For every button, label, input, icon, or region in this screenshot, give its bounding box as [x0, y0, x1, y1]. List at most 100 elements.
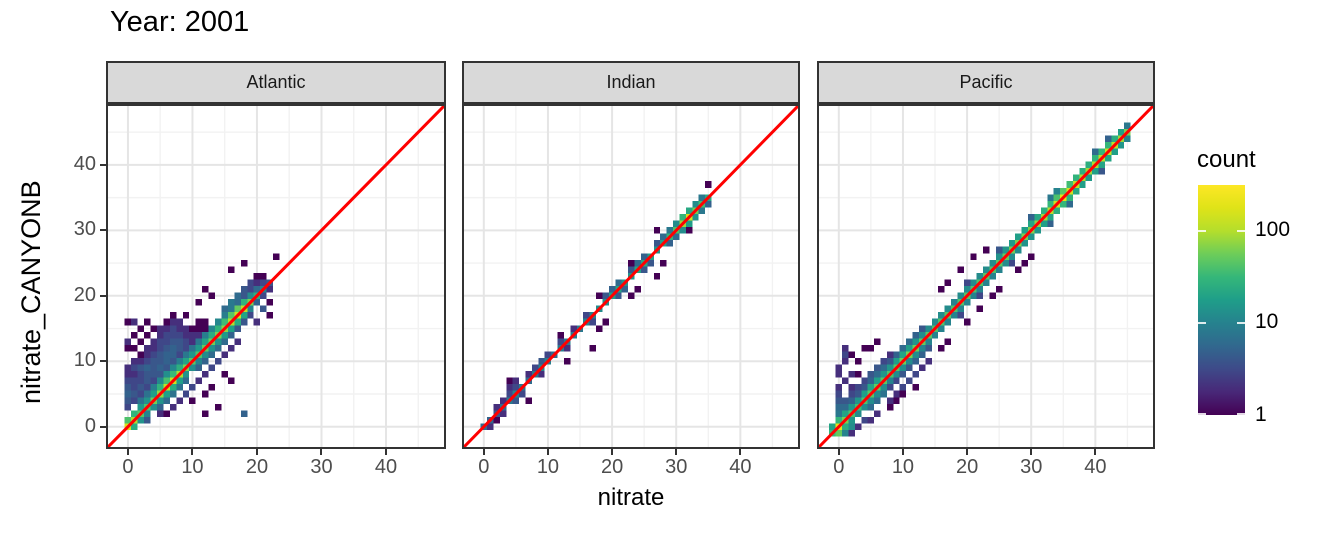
bin-cell: [227, 325, 235, 332]
bin-cell: [169, 384, 177, 391]
bin-cell: [156, 325, 164, 332]
bin-cell: [628, 259, 635, 267]
y-tick-mark: [100, 425, 106, 428]
x-tick-mark: [385, 449, 387, 455]
y-tick-mark: [100, 163, 106, 166]
bin-cell: [1053, 187, 1061, 195]
bin-cell: [182, 344, 190, 352]
bin-cell: [131, 410, 138, 417]
bin-cell: [195, 364, 203, 372]
bin-cell: [698, 207, 706, 214]
bin-cell: [124, 416, 132, 424]
bin-cell: [842, 377, 849, 385]
bin-cell: [835, 364, 843, 372]
bin-cell: [260, 272, 267, 280]
bin-cell: [150, 338, 157, 345]
bin-cell: [647, 259, 654, 267]
bin-cell: [137, 364, 145, 372]
bin-cell: [899, 384, 907, 391]
bin-cell: [227, 305, 235, 313]
bin-cell: [531, 364, 539, 372]
plot-title: Year: 2001: [110, 6, 250, 38]
grid-major-layer: [462, 104, 800, 449]
bin-cell: [260, 305, 267, 313]
bin-cell: [260, 292, 267, 300]
bin-cell: [208, 331, 216, 339]
bin-cell: [848, 351, 855, 359]
bin-cell: [970, 292, 977, 300]
bin-cell: [163, 344, 170, 352]
bin-cell: [189, 384, 196, 391]
bin-cell: [931, 331, 939, 339]
bin-cell: [829, 423, 836, 431]
bin-cell: [124, 403, 132, 411]
bin-cell: [156, 364, 164, 372]
x-tick-label: 10: [181, 456, 204, 478]
bin-cell: [1053, 194, 1061, 201]
bin-cell: [131, 390, 138, 398]
bin-cell: [976, 272, 984, 280]
bin-cell: [137, 397, 145, 404]
x-tick-mark: [1094, 449, 1097, 455]
bin-cell: [1072, 187, 1080, 195]
bin-cell: [918, 331, 926, 339]
legend-tick-label: 10: [1255, 310, 1279, 334]
bin-cell: [221, 371, 228, 378]
bin-cell: [589, 318, 597, 326]
bin-cell: [976, 292, 984, 300]
bin-cell: [854, 423, 862, 431]
bin-cell: [156, 338, 164, 345]
bin-cell: [189, 331, 196, 339]
panel-border: [462, 104, 800, 449]
bin-cell: [202, 351, 209, 359]
bin-cell: [1079, 168, 1086, 175]
bin-cell: [989, 259, 996, 267]
bin-cell: [176, 325, 183, 332]
bin-cell: [867, 403, 875, 411]
bin-cell: [673, 233, 680, 241]
bin-cell: [169, 364, 177, 372]
bin-cell: [861, 377, 868, 385]
bin-cell: [253, 285, 261, 293]
bin-cell: [989, 292, 996, 300]
bin-cell: [653, 240, 661, 247]
bin-cell: [938, 312, 945, 319]
bin-cell: [835, 416, 843, 424]
bin-cell: [150, 358, 157, 365]
bin-cell: [137, 371, 145, 378]
bin-cell: [944, 305, 952, 313]
bin-cell: [189, 364, 196, 372]
legend-tick-label: 100: [1255, 217, 1291, 241]
bin-cell: [906, 344, 913, 352]
bin-cell: [221, 318, 228, 326]
bin-cell: [944, 318, 952, 326]
bin-cell: [912, 338, 919, 345]
x-tick-mark: [482, 449, 485, 455]
bin-cell: [995, 266, 1003, 273]
bin-cell: [227, 312, 235, 319]
bin-cell: [221, 338, 228, 345]
bin-cell: [176, 377, 183, 385]
x-tick-label: 0: [833, 456, 845, 478]
bin-cell: [131, 371, 138, 378]
bin-cell: [182, 312, 190, 319]
bin-cell: [861, 403, 868, 411]
x-tick-mark: [546, 449, 549, 455]
bin-cell: [861, 416, 868, 424]
bin-cell: [266, 312, 274, 319]
bin-cell: [221, 331, 228, 339]
bin-cell: [195, 377, 203, 385]
bin-cell: [247, 305, 254, 313]
bin-cell: [1028, 253, 1035, 260]
bin-cell: [506, 377, 513, 385]
bin-cell: [487, 423, 494, 431]
bin-cell: [202, 325, 209, 332]
bin-cell: [1117, 128, 1125, 136]
bin-cell: [150, 344, 157, 352]
bin-cell: [596, 325, 603, 332]
bin-cell: [912, 371, 919, 378]
bin-cell: [1040, 207, 1048, 214]
bin-cell: [208, 351, 216, 359]
bin-cell: [202, 390, 209, 398]
